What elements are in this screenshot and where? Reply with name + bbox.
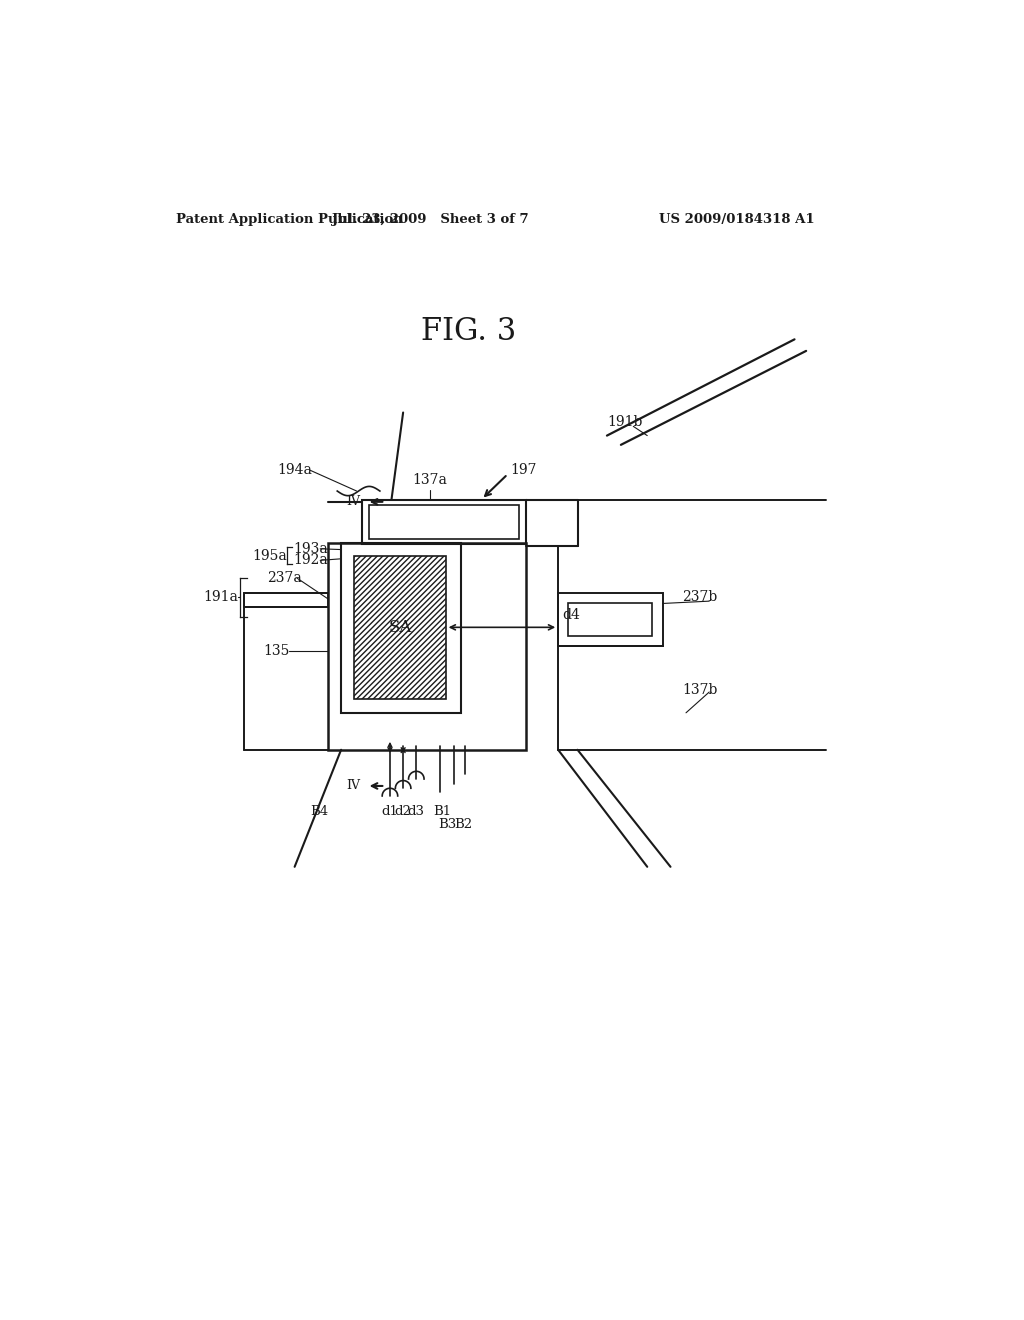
Text: 194a: 194a <box>278 463 312 478</box>
Text: B4: B4 <box>310 805 329 818</box>
Text: 197: 197 <box>510 463 537 478</box>
Text: FIG. 3: FIG. 3 <box>421 317 517 347</box>
Text: 237b: 237b <box>682 590 718 605</box>
Text: 192a: 192a <box>293 553 328 568</box>
Text: 137a: 137a <box>413 473 447 487</box>
Text: d1: d1 <box>382 805 398 818</box>
Text: 193a: 193a <box>293 541 328 556</box>
Bar <box>245 594 328 607</box>
Bar <box>362 499 526 544</box>
Bar <box>354 557 445 700</box>
Text: 237a: 237a <box>267 572 302 585</box>
Text: SA: SA <box>388 619 412 636</box>
Text: US 2009/0184318 A1: US 2009/0184318 A1 <box>658 214 814 227</box>
Text: 137b: 137b <box>682 682 718 697</box>
Text: IV: IV <box>346 495 360 508</box>
Bar <box>568 603 652 636</box>
Text: d4: d4 <box>562 609 580 622</box>
Text: IV: IV <box>346 779 360 792</box>
Text: 135: 135 <box>263 644 290 659</box>
Text: d3: d3 <box>408 805 425 818</box>
Text: B1: B1 <box>433 805 451 818</box>
Bar <box>328 544 525 750</box>
Text: Patent Application Publication: Patent Application Publication <box>176 214 402 227</box>
Bar <box>558 594 663 645</box>
Text: 191a: 191a <box>203 590 238 605</box>
Text: B2: B2 <box>454 817 472 830</box>
Text: Jul. 23, 2009   Sheet 3 of 7: Jul. 23, 2009 Sheet 3 of 7 <box>332 214 528 227</box>
Text: B3: B3 <box>438 817 457 830</box>
Text: 191b: 191b <box>607 414 642 429</box>
Text: 195a: 195a <box>252 549 287 564</box>
Bar <box>341 544 461 713</box>
Bar <box>369 506 519 539</box>
Text: d2: d2 <box>394 805 412 818</box>
